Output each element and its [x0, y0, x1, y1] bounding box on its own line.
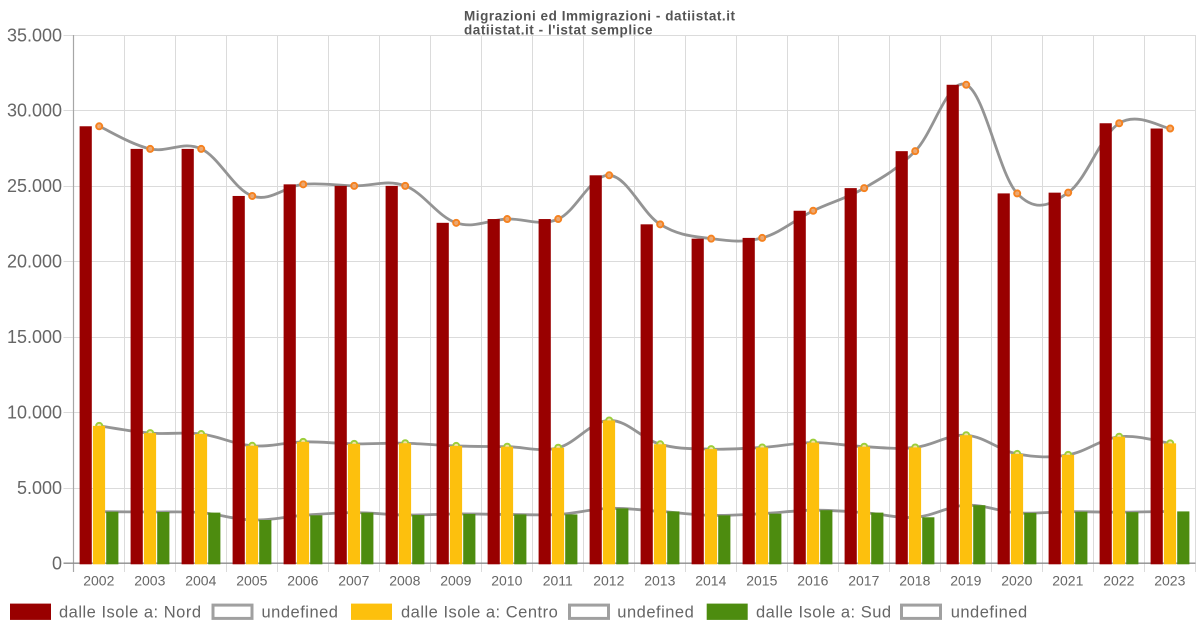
svg-text:2019: 2019 — [950, 573, 981, 589]
svg-text:2017: 2017 — [848, 573, 879, 589]
svg-text:2003: 2003 — [134, 573, 165, 589]
svg-text:2023: 2023 — [1154, 573, 1185, 589]
svg-text:30.000: 30.000 — [7, 101, 62, 121]
svg-text:undefined: undefined — [617, 603, 694, 621]
svg-text:15.000: 15.000 — [7, 327, 62, 347]
svg-text:20.000: 20.000 — [7, 252, 62, 272]
svg-text:2011: 2011 — [543, 573, 573, 589]
svg-text:2018: 2018 — [899, 573, 930, 589]
svg-text:35.000: 35.000 — [7, 25, 62, 45]
svg-text:undefined: undefined — [951, 603, 1028, 621]
svg-text:10.000: 10.000 — [7, 402, 62, 422]
svg-text:dalle Isole a: Centro: dalle Isole a: Centro — [401, 603, 558, 621]
svg-text:2013: 2013 — [644, 573, 675, 589]
svg-text:5.000: 5.000 — [17, 478, 62, 498]
svg-text:2006: 2006 — [287, 573, 318, 589]
svg-text:2009: 2009 — [440, 573, 471, 589]
svg-text:undefined: undefined — [262, 603, 339, 621]
svg-text:2004: 2004 — [185, 573, 216, 589]
svg-text:25.000: 25.000 — [7, 176, 62, 196]
svg-text:2016: 2016 — [797, 573, 828, 589]
svg-text:2014: 2014 — [695, 573, 726, 589]
svg-text:Migrazioni ed Immigrazioni - d: Migrazioni ed Immigrazioni - datiistat.i… — [464, 9, 736, 24]
svg-text:2008: 2008 — [389, 573, 420, 589]
svg-text:2002: 2002 — [83, 573, 114, 589]
svg-text:2010: 2010 — [491, 573, 522, 589]
svg-text:2005: 2005 — [236, 573, 267, 589]
svg-text:datiistat.it - l'istat semplic: datiistat.it - l'istat semplice — [464, 23, 653, 38]
svg-text:2007: 2007 — [338, 573, 369, 589]
svg-text:2021: 2021 — [1052, 573, 1083, 589]
svg-text:2012: 2012 — [593, 573, 624, 589]
svg-text:2015: 2015 — [746, 573, 777, 589]
svg-text:dalle Isole a: Sud: dalle Isole a: Sud — [756, 603, 892, 621]
svg-text:0: 0 — [52, 553, 62, 573]
svg-text:2020: 2020 — [1001, 573, 1032, 589]
svg-text:2022: 2022 — [1103, 573, 1134, 589]
svg-text:dalle Isole a: Nord: dalle Isole a: Nord — [59, 603, 202, 621]
